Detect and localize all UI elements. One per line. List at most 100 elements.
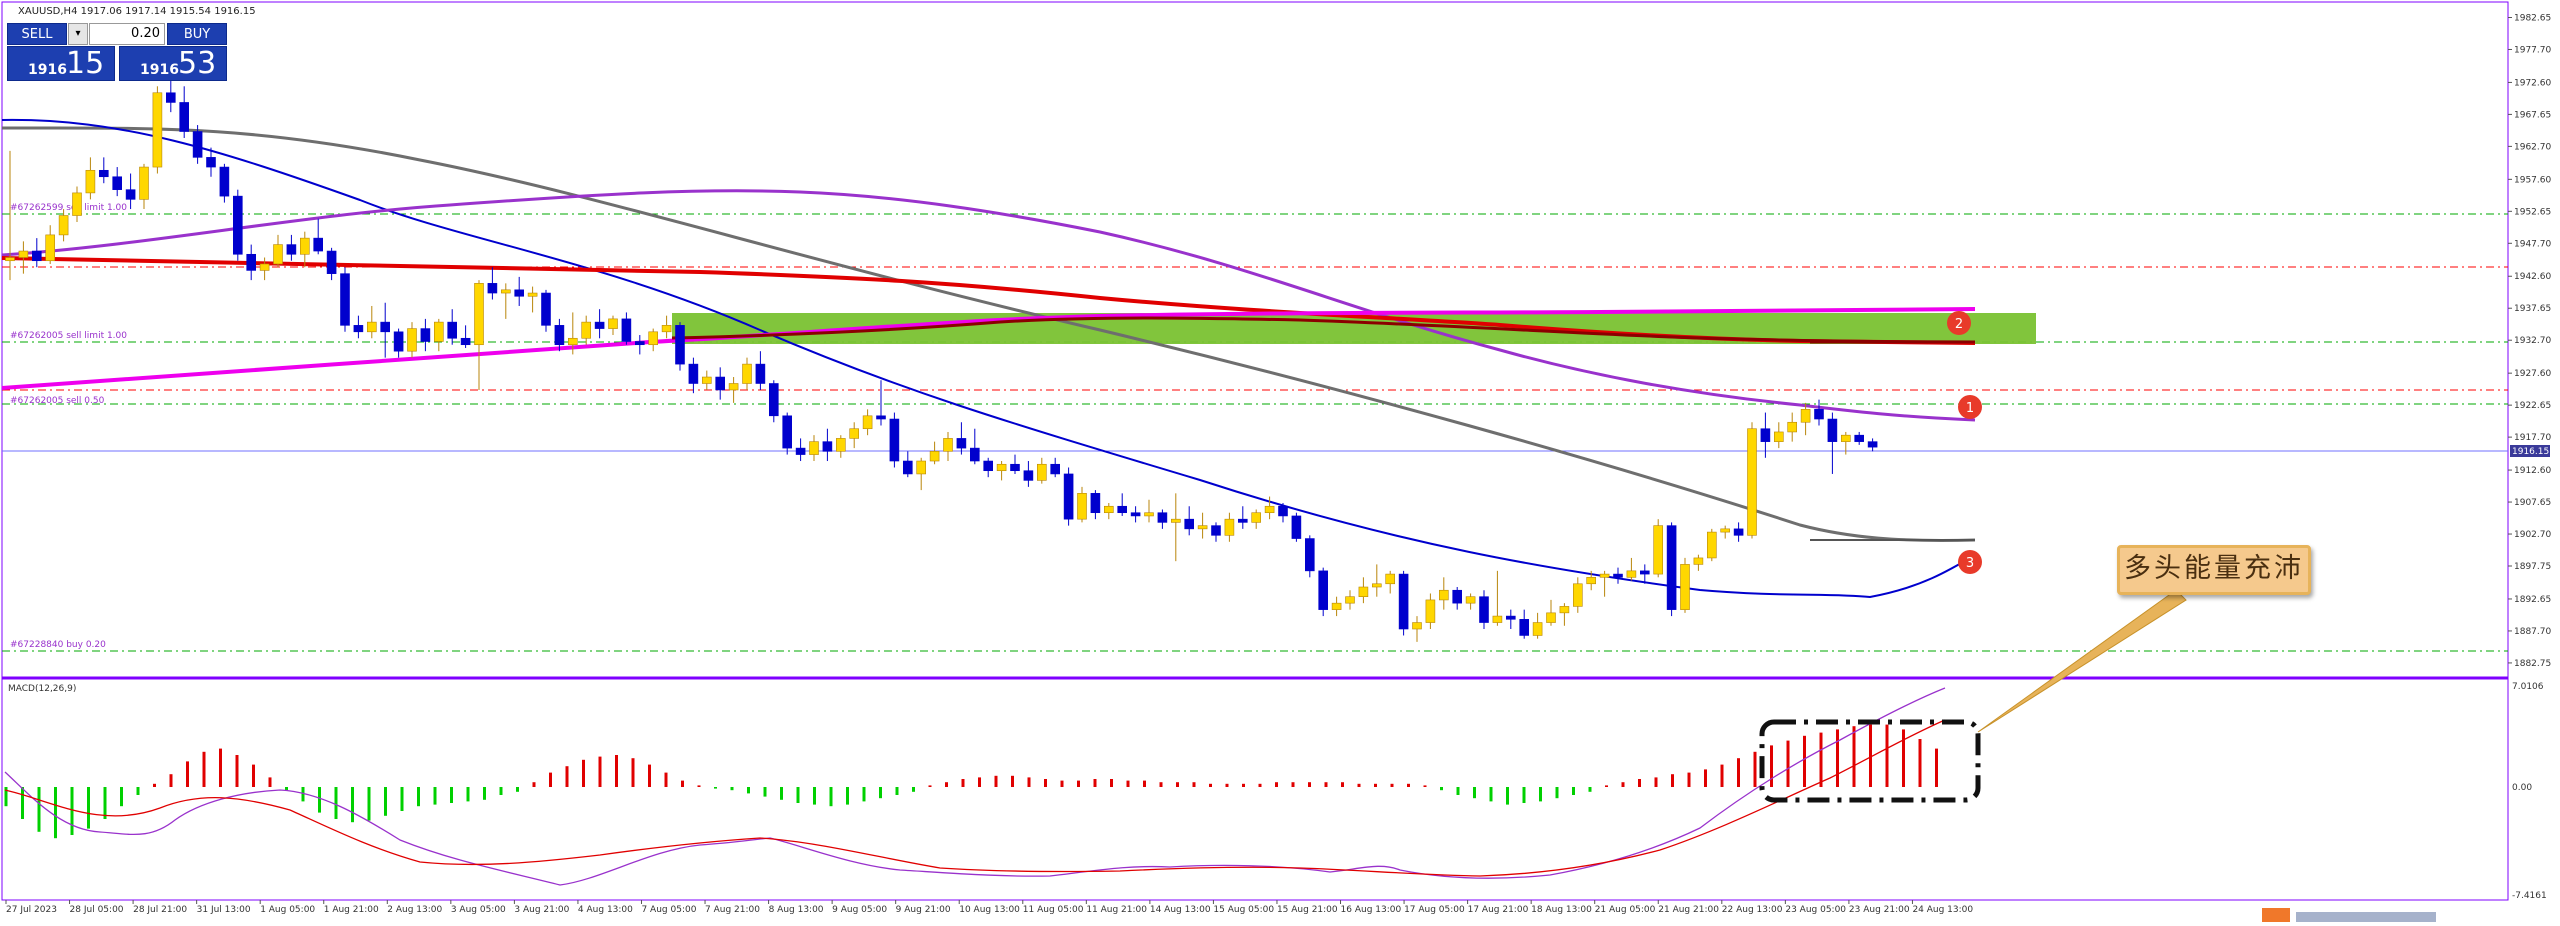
candle-body [849,428,860,439]
candle-body [1640,570,1650,575]
lot-dropdown-button[interactable]: ▾ [68,23,88,45]
marker-2: 2 [1947,311,1971,335]
candle-body [983,460,994,472]
price-tick-label: 1977.70 [2514,45,2551,55]
candle-body [1425,599,1436,623]
highlight-box [1759,719,1981,803]
candle-body [1693,557,1704,565]
buy-price-button[interactable]: 1916 53 [119,46,227,81]
candle-body [1867,441,1878,448]
current-price-tag [2510,445,2550,457]
candle-body [688,363,699,384]
time-tick-label: 8 Aug 13:00 [769,905,824,915]
candle-body [1827,418,1838,442]
time-tick-label: 23 Aug 05:00 [1785,905,1846,915]
candle-body [1747,428,1757,536]
candle-body [1331,602,1342,610]
time-tick-label: 11 Aug 05:00 [1023,905,1084,915]
candle-body [1599,573,1610,578]
candle-body [1546,612,1556,623]
svg-text:3: 3 [1966,556,1974,571]
macd-bottom-value: -7.4161 [2512,891,2547,901]
time-tick-label: 28 Jul 05:00 [70,905,124,915]
candle-body [1519,619,1529,636]
price-tick-label: 1942.60 [2514,272,2551,282]
candle-body [1479,596,1489,623]
order-label-buy: #67228840 buy 0.20 [10,640,106,650]
candle-body [1680,564,1690,610]
order-label-sell-limit-1: #67262599 sell limit 1.00 [10,203,127,213]
time-tick-label: 3 Aug 05:00 [451,905,506,915]
candle-body [1211,525,1221,536]
candle-body [166,92,176,103]
sell-button[interactable]: SELL [7,23,67,45]
candle-body [420,328,431,342]
buy-button[interactable]: BUY [167,23,227,45]
candle-body [85,169,96,194]
time-tick-label: 18 Aug 13:00 [1531,905,1592,915]
candle-body [286,244,297,255]
candle-body [661,325,672,333]
candle-body [1626,570,1637,578]
candle-body [1532,622,1543,636]
time-tick-label: 2 Aug 13:00 [387,905,442,915]
candle-body [1586,577,1596,585]
candle-body [862,415,873,430]
candle-body [353,325,364,333]
candle-body [500,289,511,294]
price-tick-label: 1952.65 [2514,207,2551,217]
candle-body [5,257,15,262]
candle-body [99,169,109,178]
candle-body [1278,505,1288,517]
price-tick-label: 1927.60 [2514,369,2551,379]
time-tick-label: 21 Aug 05:00 [1595,905,1656,915]
current-price-text: 1916.15 [2512,447,2549,457]
price-tick-label: 1932.70 [2514,336,2551,346]
candle-body [246,253,256,271]
candle-body [1439,589,1449,601]
candle-body [768,383,779,417]
candle-body [1238,518,1248,523]
candle-body [326,250,337,274]
candle-body [139,166,149,200]
time-tick-label: 17 Aug 05:00 [1404,905,1465,915]
time-tick-label: 11 Aug 21:00 [1086,905,1147,915]
candle-body [447,321,458,339]
price-tick-label: 1882.75 [2514,659,2551,669]
price-tick-label: 1897.75 [2514,562,2551,572]
macd-zero-value: 0.00 [2512,783,2532,793]
candle-body [943,438,953,452]
candle-body [1653,525,1663,575]
candle-body [1305,538,1315,572]
sell-price-button[interactable]: 1916 15 [7,46,115,81]
candle-body [1130,512,1141,517]
watermark-logo [2262,908,2436,922]
time-tick-label: 4 Aug 13:00 [578,905,633,915]
buy-price-pips: 53 [178,46,217,81]
time-tick-label: 28 Jul 21:00 [133,905,187,915]
moving-averages [1,118,1976,599]
candle-body [728,383,739,391]
candle-body [1144,512,1154,517]
one-click-trading-panel: SELL ▾ 0.20 BUY 1916 15 1916 53 [7,23,227,81]
candle-body [380,321,391,333]
candle-body [809,441,819,455]
candle-body [876,415,886,420]
price-tick-label: 1917.70 [2514,433,2551,443]
candle-body [621,318,632,342]
candle-body [795,447,806,455]
candle-body [889,418,900,462]
time-tick-label: 15 Aug 05:00 [1213,905,1274,915]
candle-body [996,463,1007,472]
candle-body [782,415,793,449]
candle-body [58,215,69,236]
candle-body [1197,525,1208,530]
candle-body [1841,434,1851,442]
candle-body [916,460,927,475]
lot-size-input[interactable]: 0.20 [89,23,165,45]
time-tick-label: 7 Aug 21:00 [705,905,760,915]
symbol-info: XAUUSD,H4 1917.06 1917.14 1915.54 1916.1… [18,6,256,17]
time-tick-label: 24 Aug 13:00 [1912,905,1973,915]
